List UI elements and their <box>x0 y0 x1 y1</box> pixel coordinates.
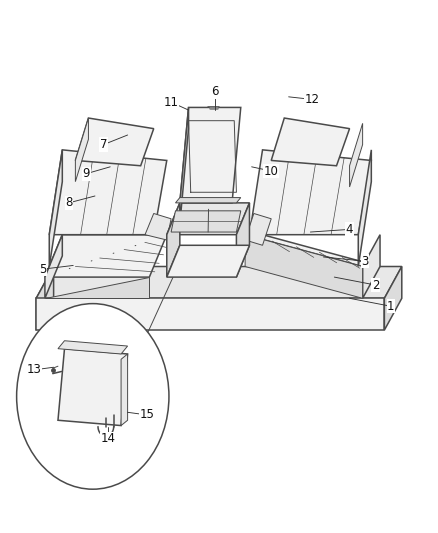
Polygon shape <box>171 211 241 232</box>
Text: 12: 12 <box>305 93 320 106</box>
Polygon shape <box>58 341 127 354</box>
Polygon shape <box>245 235 380 266</box>
Polygon shape <box>176 198 241 203</box>
Polygon shape <box>245 235 363 298</box>
Text: 6: 6 <box>211 85 219 98</box>
Polygon shape <box>45 277 149 298</box>
Text: 1: 1 <box>387 300 395 313</box>
Polygon shape <box>36 266 402 298</box>
Polygon shape <box>75 118 154 166</box>
Text: 13: 13 <box>27 364 42 376</box>
Text: 15: 15 <box>140 408 155 422</box>
Polygon shape <box>271 118 350 166</box>
Text: 7: 7 <box>100 138 107 151</box>
Polygon shape <box>358 150 371 266</box>
Polygon shape <box>180 108 241 203</box>
Polygon shape <box>45 235 167 277</box>
Polygon shape <box>49 150 62 266</box>
Polygon shape <box>121 354 127 425</box>
Text: 10: 10 <box>264 165 279 177</box>
Polygon shape <box>36 266 53 330</box>
Polygon shape <box>363 235 380 298</box>
Text: 2: 2 <box>372 279 379 292</box>
Text: 14: 14 <box>100 432 116 446</box>
Text: 5: 5 <box>39 263 46 276</box>
Polygon shape <box>237 203 250 277</box>
Text: 4: 4 <box>346 223 353 236</box>
Polygon shape <box>167 203 250 235</box>
Polygon shape <box>45 235 62 298</box>
Text: 3: 3 <box>361 255 368 268</box>
Text: 9: 9 <box>82 167 90 180</box>
Polygon shape <box>36 298 385 330</box>
Polygon shape <box>180 108 188 224</box>
Polygon shape <box>245 214 271 245</box>
Text: 11: 11 <box>164 95 179 109</box>
Polygon shape <box>350 123 363 187</box>
Polygon shape <box>58 349 127 425</box>
Polygon shape <box>145 214 171 240</box>
Polygon shape <box>75 118 88 182</box>
Polygon shape <box>167 203 180 277</box>
Polygon shape <box>385 266 402 330</box>
Polygon shape <box>167 245 250 277</box>
Circle shape <box>17 304 169 489</box>
Polygon shape <box>49 150 167 235</box>
Polygon shape <box>250 150 371 235</box>
Text: 8: 8 <box>65 196 73 209</box>
